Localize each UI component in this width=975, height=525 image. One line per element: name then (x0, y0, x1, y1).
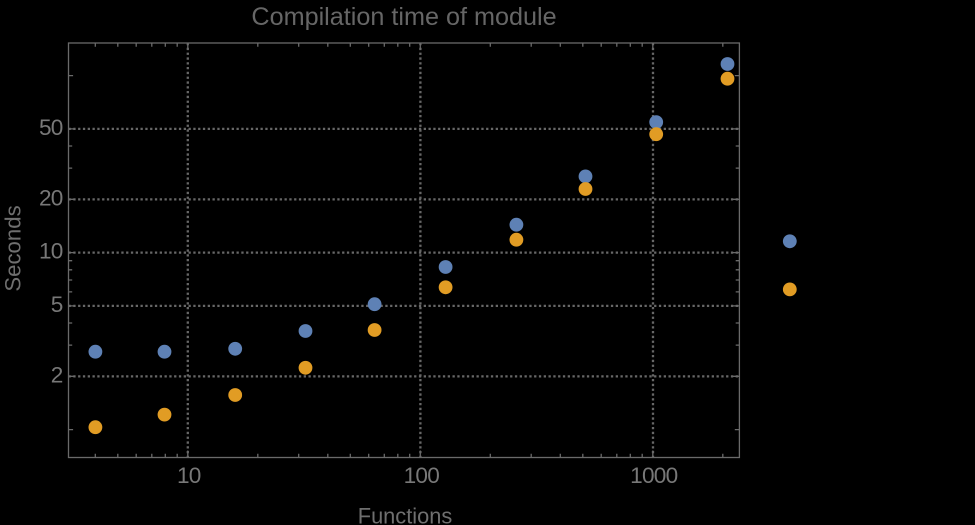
svg-text:10: 10 (177, 463, 201, 488)
svg-text:10: 10 (39, 239, 63, 264)
svg-text:50: 50 (39, 115, 63, 140)
svg-text:Compilation time of module: Compilation time of module (251, 3, 556, 31)
svg-text:Functions: Functions (358, 504, 453, 525)
svg-text:Seconds: Seconds (0, 205, 25, 291)
svg-text:2: 2 (51, 362, 63, 387)
svg-text:5: 5 (51, 292, 63, 317)
svg-text:1000: 1000 (630, 463, 677, 488)
svg-text:100: 100 (404, 463, 440, 488)
svg-text:20: 20 (39, 185, 63, 210)
